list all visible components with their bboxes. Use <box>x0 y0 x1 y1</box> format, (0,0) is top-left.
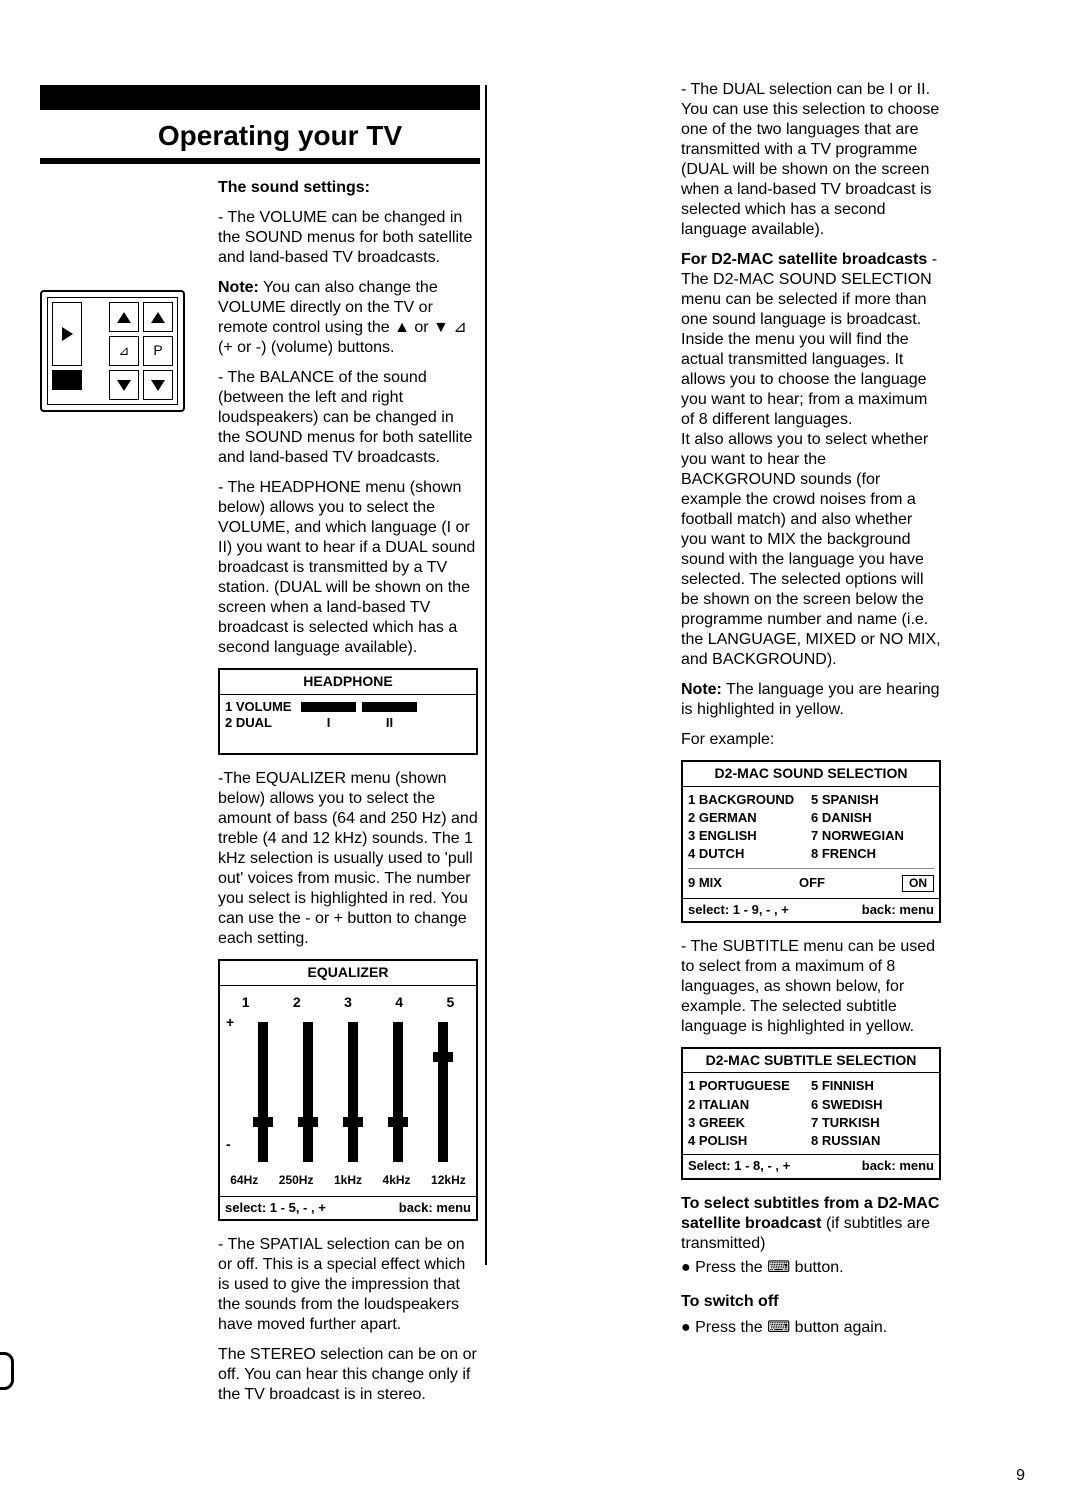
eq-col-1: 1 <box>242 994 250 1012</box>
vol-down-icon <box>109 370 139 400</box>
sound-foot-left: select: 1 - 9, - , + <box>688 902 789 918</box>
eq-bar <box>303 1022 313 1162</box>
note2-label: Note: <box>681 681 722 698</box>
subtitle-button-pair: ≡ ⤢ <box>0 1352 200 1390</box>
sound-mix: 9 MIX <box>688 875 722 892</box>
vol-symbol-icon: ⊿ <box>109 336 139 366</box>
p-label: P <box>143 336 173 366</box>
subtitle-foot-right: back: menu <box>862 1158 934 1174</box>
equalizer-title: EQUALIZER <box>220 961 476 986</box>
subtitle-selection-panel: D2-MAC SUBTITLE SELECTION 1 PORTUGUESE 2… <box>681 1047 941 1180</box>
sound-l1: 1 BACKGROUND <box>688 791 811 809</box>
para-d2heading: For D2-MAC satellite broadcasts - The D2… <box>681 250 941 430</box>
sub-l2: 2 ITALIAN <box>688 1096 811 1114</box>
sound-l2: 2 GERMAN <box>688 809 811 827</box>
section-heading: The sound settings: <box>218 178 478 198</box>
sub-r3: 7 TURKISH <box>811 1114 934 1132</box>
record-icon <box>52 370 82 390</box>
vol-up-icon <box>109 302 139 332</box>
eq-freq-1: 64Hz <box>230 1173 258 1188</box>
eq-foot-left: select: 1 - 5, - , + <box>225 1200 326 1216</box>
eq-freq-labels: 64Hz 250Hz 1kHz 4kHz 12kHz <box>220 1173 476 1188</box>
hp-row2: 2 DUAL <box>225 715 295 731</box>
subtitle-title: D2-MAC SUBTITLE SELECTION <box>683 1049 939 1074</box>
play-button-icon <box>52 302 82 366</box>
eq-col-4: 4 <box>395 994 403 1012</box>
sound-foot-right: back: menu <box>862 902 934 918</box>
eq-foot-right: back: menu <box>399 1200 471 1216</box>
sound-on: ON <box>902 875 934 892</box>
eq-knob <box>253 1117 273 1127</box>
eq-freq-2: 250Hz <box>279 1173 314 1188</box>
sound-title: D2-MAC SOUND SELECTION <box>683 762 939 787</box>
page-number: 9 <box>1016 1466 1025 1486</box>
d2-text1: - The D2-MAC SOUND SELECTION menu can be… <box>681 251 937 428</box>
sound-selection-panel: D2-MAC SOUND SELECTION 1 BACKGROUND 2 GE… <box>681 760 941 923</box>
sub-r2: 6 SWEDISH <box>811 1096 934 1114</box>
para-balance: - The BALANCE of the sound (between the … <box>218 368 478 468</box>
sub-r4: 8 RUSSIAN <box>811 1132 934 1150</box>
eq-bars <box>240 1014 466 1162</box>
eq-freq-3: 1kHz <box>334 1173 362 1188</box>
eq-col-5: 5 <box>446 994 454 1012</box>
para-example: For example: <box>681 730 941 750</box>
eq-bar <box>348 1022 358 1162</box>
para-dual: - The DUAL selection can be I or II. You… <box>681 80 941 240</box>
subtitle-foot-left: Select: 1 - 8, - , + <box>688 1158 790 1174</box>
sub-l3: 3 GREEK <box>688 1114 811 1132</box>
prog-down-icon <box>143 370 173 400</box>
off-heading: To switch off <box>681 1292 941 1312</box>
sound-l4: 4 DUTCH <box>688 845 811 863</box>
para-headphone: - The HEADPHONE menu (shown below) allow… <box>218 478 478 658</box>
eq-knob <box>433 1052 453 1062</box>
eq-knob <box>343 1117 363 1127</box>
para-spatial: - The SPATIAL selection can be on or off… <box>218 1235 478 1335</box>
sound-r3: 7 NORWEGIAN <box>811 827 934 845</box>
eq-minus: - <box>226 1136 231 1154</box>
eq-freq-5: 12kHz <box>431 1173 466 1188</box>
para-select-sub: To select subtitles from a D2-MAC satell… <box>681 1194 941 1254</box>
remote-panel: ⊿ P <box>40 290 185 412</box>
sel-bullet: Press the ⌨ button. <box>681 1258 941 1278</box>
eq-col-2: 2 <box>293 994 301 1012</box>
hp-opt2: II <box>362 715 417 731</box>
para-d2text2: It also allows you to select whether you… <box>681 430 941 670</box>
sub-l1: 1 PORTUGUESE <box>688 1077 811 1095</box>
hp-opt1: I <box>301 715 356 731</box>
hp-bar1 <box>301 702 356 712</box>
sound-r2: 6 DANISH <box>811 809 934 827</box>
eq-col-3: 3 <box>344 994 352 1012</box>
eq-bar <box>438 1022 448 1162</box>
para-note: Note: You can also change the VOLUME dir… <box>218 278 478 358</box>
eq-knob <box>298 1117 318 1127</box>
eq-knob <box>388 1117 408 1127</box>
eq-bar <box>258 1022 268 1162</box>
para-note2: Note: The language you are hearing is hi… <box>681 680 941 720</box>
prog-up-icon <box>143 302 173 332</box>
hp-row1: 1 VOLUME <box>225 699 295 715</box>
para-stereo: The STEREO selection can be on or off. Y… <box>218 1345 478 1405</box>
headphone-title: HEADPHONE <box>220 670 476 695</box>
eq-plus: + <box>226 1014 234 1032</box>
para-subtitle: - The SUBTITLE menu can be used to selec… <box>681 937 941 1037</box>
eq-bar <box>393 1022 403 1162</box>
para-equalizer: -The EQUALIZER menu (shown below) allows… <box>218 769 478 949</box>
sub-l4: 4 POLISH <box>688 1132 811 1150</box>
sound-l3: 3 ENGLISH <box>688 827 811 845</box>
sound-off: OFF <box>799 875 825 892</box>
sound-r4: 8 FRENCH <box>811 845 934 863</box>
headphone-panel: HEADPHONE 1 VOLUME 2 DUAL I II <box>218 668 478 755</box>
sound-r1: 5 SPANISH <box>811 791 934 809</box>
hp-bar2 <box>362 702 417 712</box>
expand-button-icon: ⤢ <box>0 1352 14 1390</box>
d2-heading: For D2-MAC satellite broadcasts <box>681 251 927 268</box>
eq-freq-4: 4kHz <box>383 1173 411 1188</box>
note-label: Note: <box>218 279 259 296</box>
equalizer-panel: EQUALIZER 1 2 3 4 5 + - 64Hz 250Hz 1kHz … <box>218 959 478 1221</box>
eq-col-labels: 1 2 3 4 5 <box>220 994 476 1012</box>
sub-r1: 5 FINNISH <box>811 1077 934 1095</box>
off-bullet: Press the ⌨ button again. <box>681 1318 941 1338</box>
para-volume: - The VOLUME can be changed in the SOUND… <box>218 208 478 268</box>
